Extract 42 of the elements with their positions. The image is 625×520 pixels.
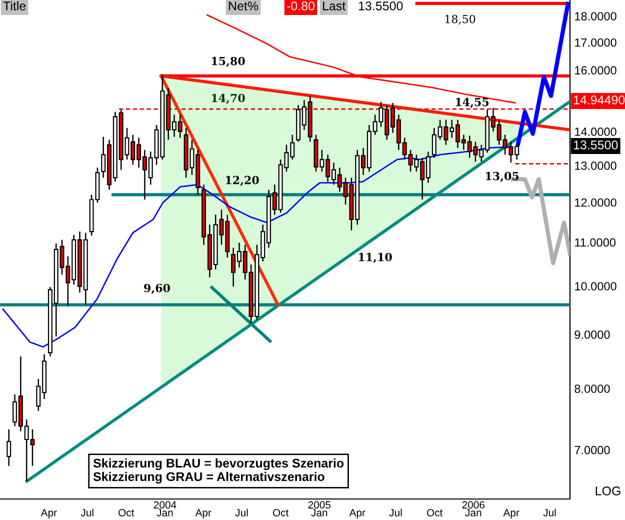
y-tick-label: 17.0000 bbox=[575, 38, 616, 47]
text: LOG bbox=[596, 486, 620, 496]
annotation: 11,10 bbox=[358, 252, 392, 263]
chart-title: Title bbox=[3, 1, 26, 10]
text: 13.5500 bbox=[574, 140, 618, 150]
x-tick-label: Jul bbox=[235, 508, 248, 516]
y-tick-label: 18.0000 bbox=[575, 12, 616, 20]
x-tick-label: Jul bbox=[80, 508, 94, 516]
annotation: Net% bbox=[229, 2, 258, 10]
x-tick-label: Oct bbox=[426, 509, 443, 516]
annotation: 14,70 bbox=[212, 94, 245, 104]
y-tick-label: 16.0000 bbox=[575, 66, 616, 75]
y-tick-label: 8.0000 bbox=[574, 384, 610, 393]
annotation: 18,50 bbox=[445, 14, 476, 25]
annotation: Skizzierung BLAU = bevorzugtes Szenario Skizzierung GRAU = Alternativszenario bbox=[93, 458, 344, 484]
annotation: -0.80 bbox=[287, 2, 315, 10]
annotation: 13,05 bbox=[486, 172, 519, 182]
x-tick-label: Apr bbox=[349, 509, 366, 518]
x-tick-label: Oct bbox=[118, 509, 134, 516]
annotation: Last bbox=[323, 2, 346, 10]
x-tick-label: Oct bbox=[272, 509, 289, 516]
y-tick-label: 13.0000 bbox=[575, 162, 616, 170]
y-tick-label: 9.0000 bbox=[574, 330, 610, 339]
x-tick-label: 2004 Jan bbox=[154, 501, 176, 516]
x-tick-label: Apr bbox=[503, 509, 520, 518]
y-tick-label: 11.0000 bbox=[575, 238, 616, 247]
x-tick-label: Jul bbox=[543, 508, 556, 516]
annotation: 15,80 bbox=[212, 56, 245, 67]
y-tick-label: 7.0000 bbox=[574, 446, 610, 454]
x-tick-label: Jul bbox=[389, 508, 402, 516]
x-tick-label: Apr bbox=[195, 509, 212, 518]
x-tick-label: Apr bbox=[40, 509, 57, 518]
x-tick-label: 2006 Jan bbox=[462, 501, 485, 516]
annotation: 13.5500 bbox=[358, 2, 403, 10]
y-tick-label: 14.0000 bbox=[575, 128, 616, 136]
x-tick-label: 2005 Jan bbox=[308, 501, 331, 516]
text: 14.94490 bbox=[574, 96, 625, 104]
annotation: 14,55 bbox=[456, 98, 489, 108]
annotation: 12,20 bbox=[226, 176, 259, 186]
annotation: 9,60 bbox=[144, 284, 170, 294]
y-tick-label: 10.0000 bbox=[575, 282, 616, 290]
y-tick-label: 12.0000 bbox=[575, 198, 616, 207]
